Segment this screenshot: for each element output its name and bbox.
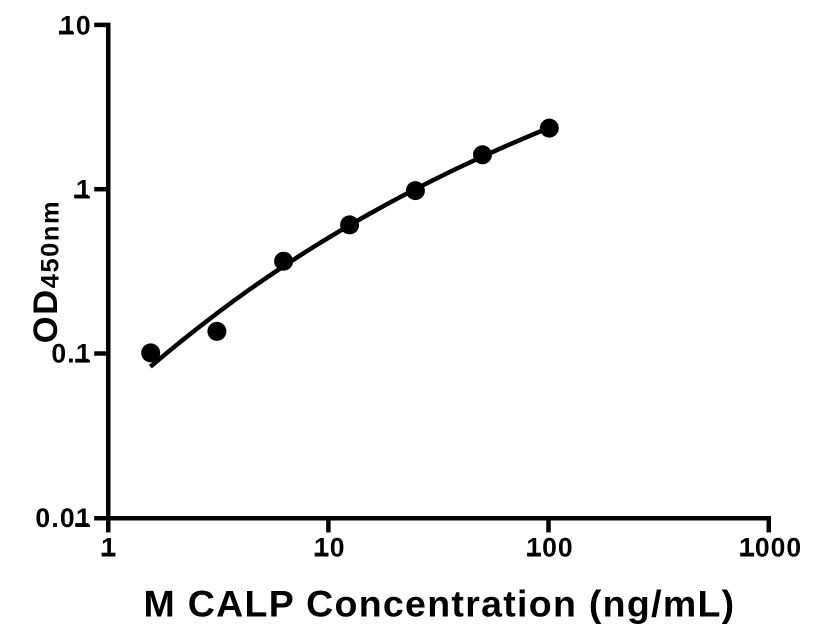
- svg-text:M CALP Concentration (ng/mL): M CALP Concentration (ng/mL): [144, 583, 736, 625]
- svg-text:100: 100: [526, 533, 573, 563]
- svg-text:1: 1: [101, 533, 116, 563]
- svg-text:0.1: 0.1: [51, 339, 91, 369]
- svg-text:0.01: 0.01: [35, 503, 91, 533]
- svg-text:1: 1: [76, 174, 92, 204]
- svg-text:10: 10: [60, 11, 92, 41]
- svg-text:1000: 1000: [739, 533, 802, 563]
- svg-text:10: 10: [314, 533, 345, 563]
